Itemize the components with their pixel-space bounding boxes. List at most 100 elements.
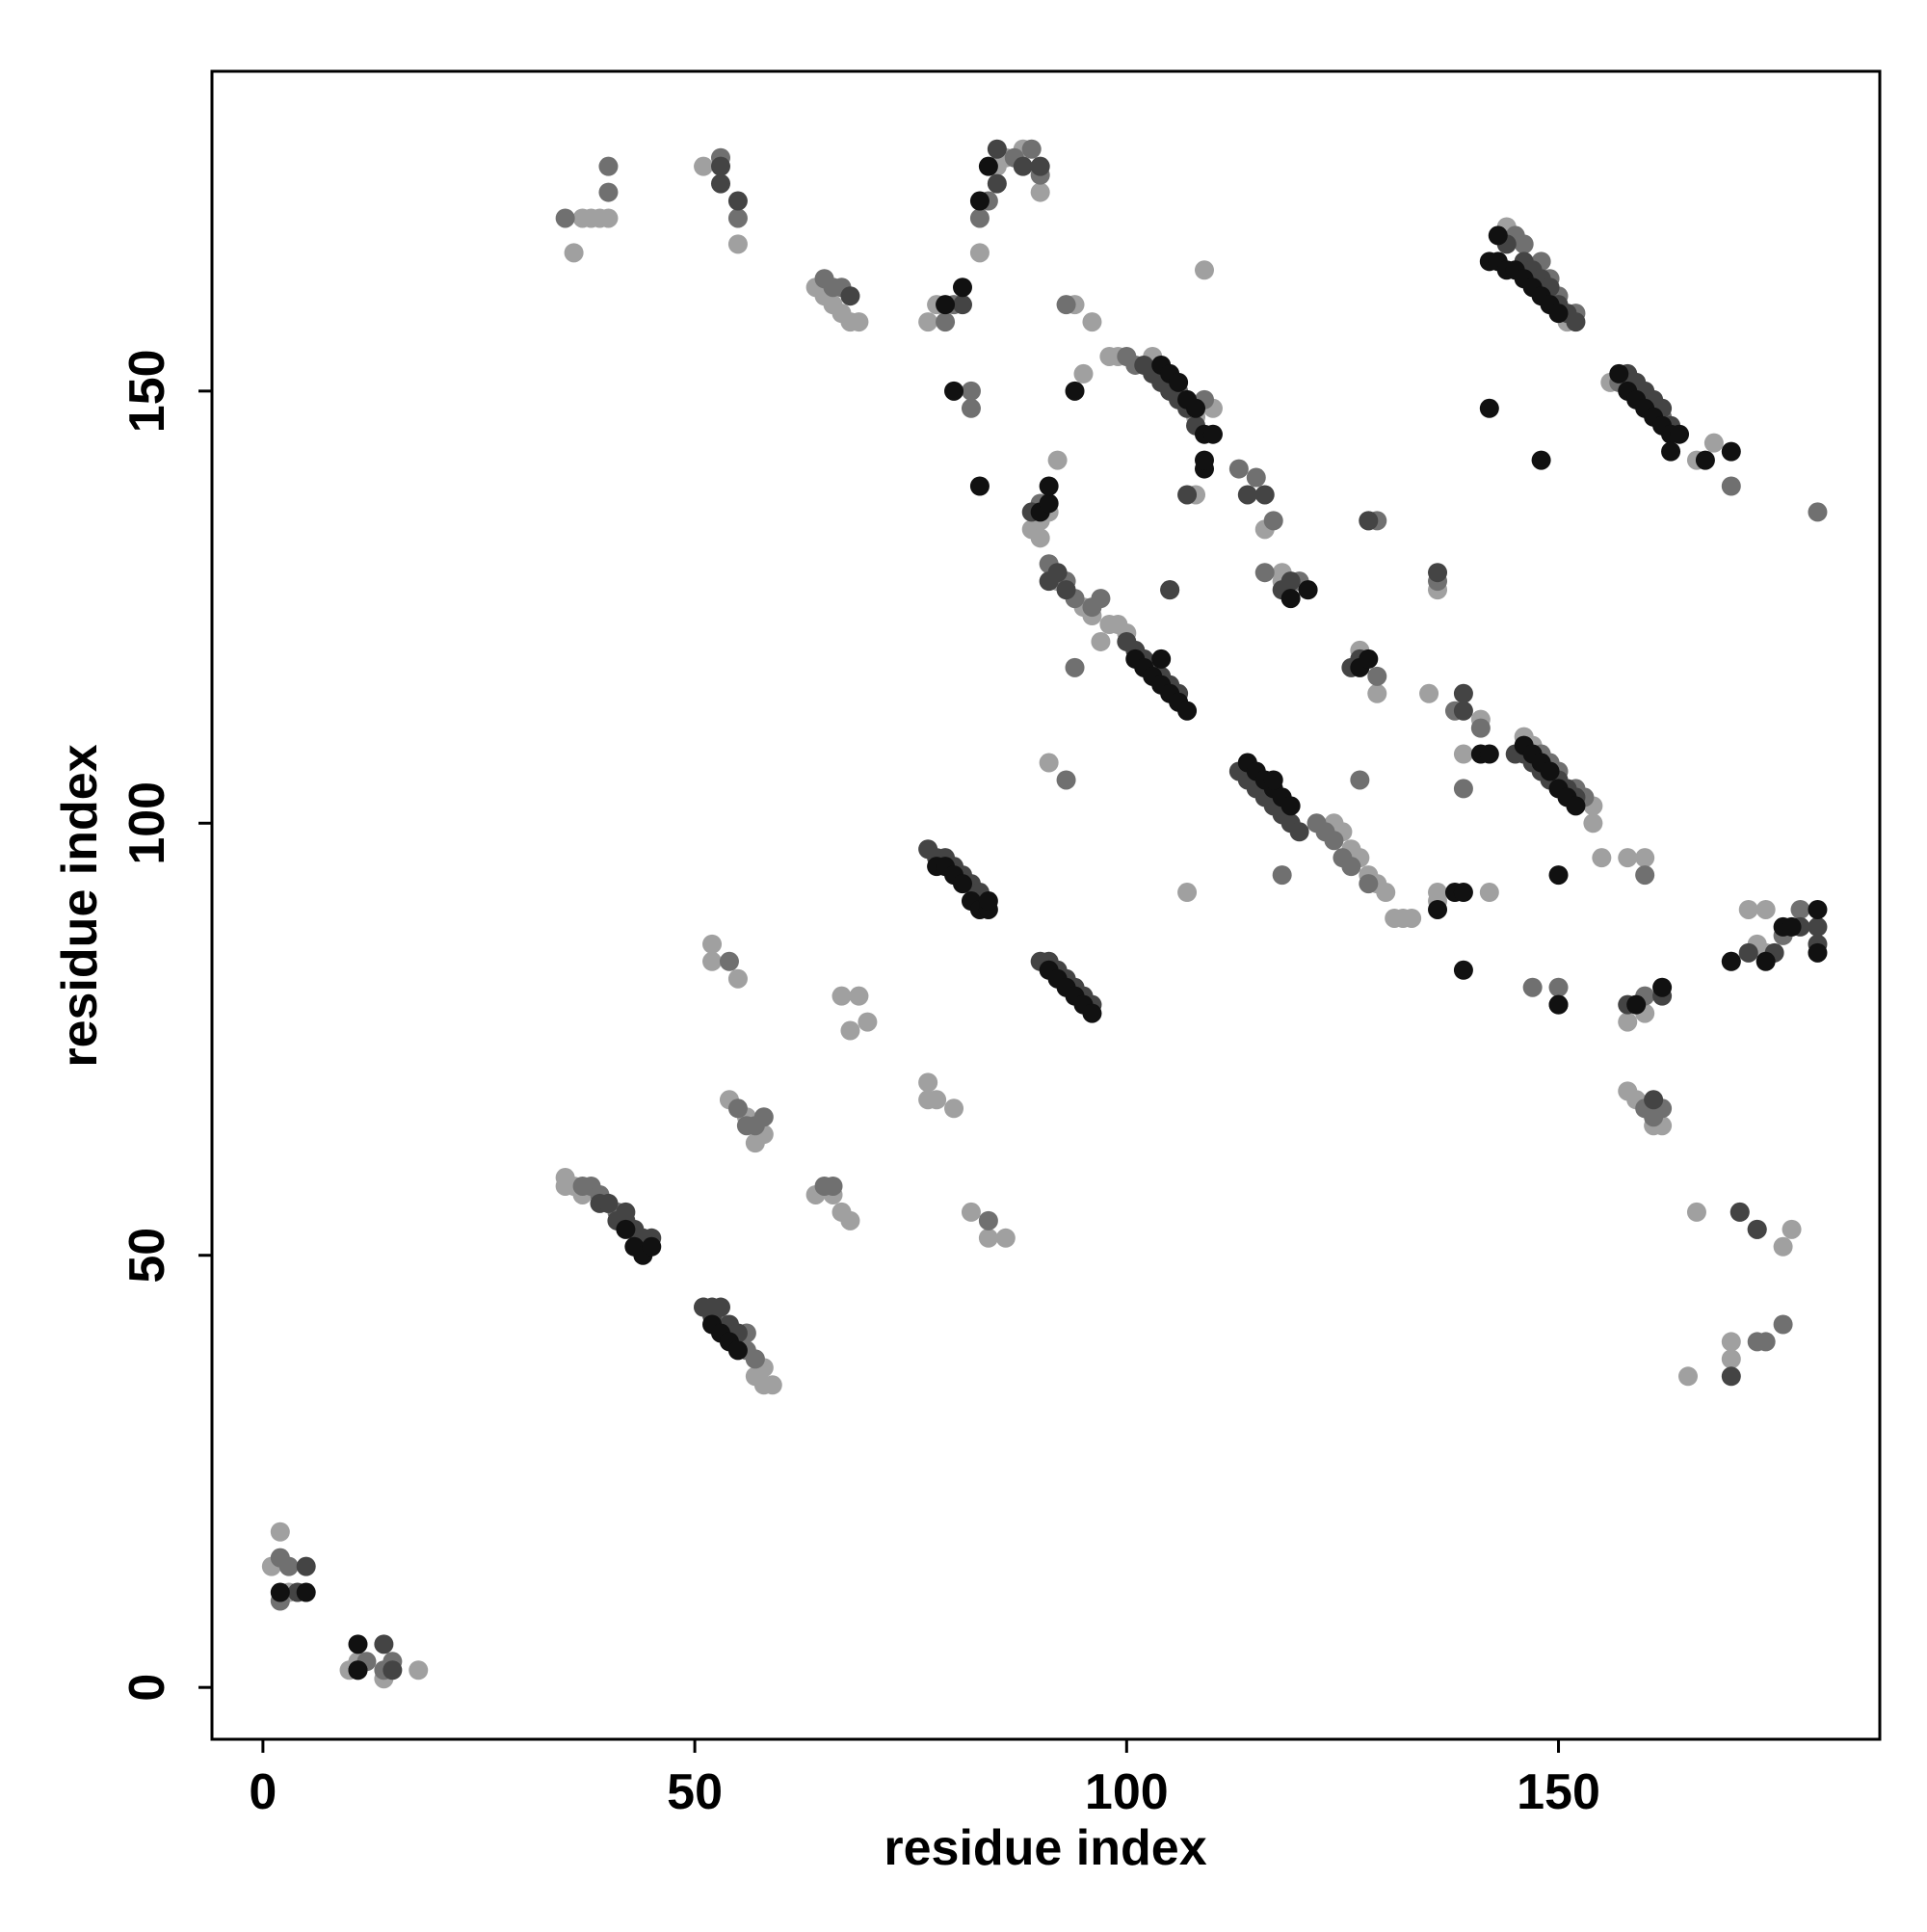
point (1453, 744, 1473, 764)
point (572, 1176, 593, 1196)
point (598, 1193, 619, 1213)
y-tick-label: 50 (119, 1228, 175, 1284)
point (348, 1634, 368, 1654)
point (1695, 450, 1715, 470)
point (1670, 424, 1690, 444)
point (1056, 580, 1076, 600)
point (1280, 589, 1301, 609)
y-tick-label: 150 (119, 349, 175, 433)
point (727, 968, 748, 989)
point (1790, 899, 1810, 919)
point (555, 208, 575, 228)
point (1419, 683, 1439, 703)
point (1160, 580, 1180, 600)
point (598, 182, 619, 202)
point (1402, 908, 1422, 928)
point (598, 208, 619, 228)
point (1644, 1090, 1664, 1110)
point (1479, 883, 1499, 903)
point (969, 243, 990, 263)
point (1453, 683, 1473, 703)
point (1073, 363, 1094, 384)
point (348, 1660, 368, 1681)
point (710, 156, 730, 176)
point (1808, 942, 1828, 963)
point (1773, 1236, 1793, 1257)
point (840, 286, 860, 306)
point (1237, 485, 1257, 505)
plot-frame (210, 69, 1882, 1741)
point (1548, 977, 1569, 997)
point (1228, 459, 1249, 479)
point (1039, 753, 1059, 773)
point (1522, 977, 1543, 997)
point (1177, 485, 1198, 505)
point (1453, 883, 1473, 903)
point (1013, 156, 1033, 176)
point (616, 1219, 636, 1239)
point (1514, 234, 1534, 254)
point (1686, 1202, 1706, 1222)
point (1056, 770, 1076, 790)
point (1677, 1366, 1698, 1387)
y-tick-label: 100 (119, 781, 175, 865)
y-tick-label: 0 (119, 1674, 175, 1702)
point (840, 1020, 860, 1041)
point (745, 1349, 765, 1369)
point (952, 295, 972, 315)
point (969, 208, 990, 228)
point (1453, 701, 1473, 721)
point (1747, 1219, 1767, 1239)
point (270, 1522, 290, 1542)
point (1280, 796, 1301, 816)
point (1808, 916, 1828, 937)
point (840, 1210, 860, 1231)
point (1721, 476, 1741, 496)
point (1177, 883, 1198, 903)
point (1548, 865, 1569, 886)
point (1755, 951, 1776, 971)
point (1030, 182, 1050, 202)
point (858, 1012, 878, 1032)
point (1056, 295, 1076, 315)
point (1488, 225, 1508, 246)
y-axis-title: residue index (52, 744, 108, 1067)
point (409, 1660, 429, 1681)
point (762, 1375, 782, 1395)
point (1047, 450, 1068, 470)
point (727, 234, 748, 254)
point (1479, 398, 1499, 418)
point (1177, 701, 1198, 721)
point (1626, 994, 1647, 1015)
point (719, 951, 739, 971)
point (702, 951, 723, 971)
point (823, 1176, 843, 1196)
point (1782, 1219, 1802, 1239)
point (1747, 1332, 1767, 1352)
point (1470, 718, 1491, 738)
point (1246, 467, 1266, 488)
point (296, 1582, 316, 1602)
point (978, 156, 998, 176)
point (1583, 813, 1603, 834)
point (1151, 648, 1172, 669)
point (1194, 260, 1214, 280)
point (1782, 916, 1802, 937)
point (1738, 942, 1758, 963)
x-tick-label: 0 (249, 1764, 277, 1820)
point (832, 986, 852, 1006)
point (1721, 441, 1741, 462)
point (936, 295, 956, 315)
point (978, 1210, 998, 1231)
point (1039, 493, 1059, 514)
point (1350, 770, 1370, 790)
point (383, 1660, 403, 1681)
point (1280, 571, 1301, 592)
point (616, 1202, 636, 1222)
point (1082, 1003, 1102, 1023)
point (1359, 648, 1379, 669)
point (961, 1202, 981, 1222)
point (1721, 1332, 1741, 1352)
point (1186, 398, 1206, 418)
point (995, 1228, 1016, 1248)
